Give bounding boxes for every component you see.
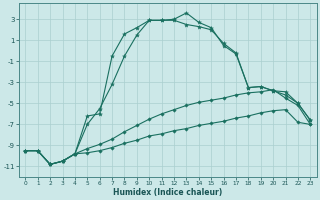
X-axis label: Humidex (Indice chaleur): Humidex (Indice chaleur) xyxy=(113,188,222,197)
